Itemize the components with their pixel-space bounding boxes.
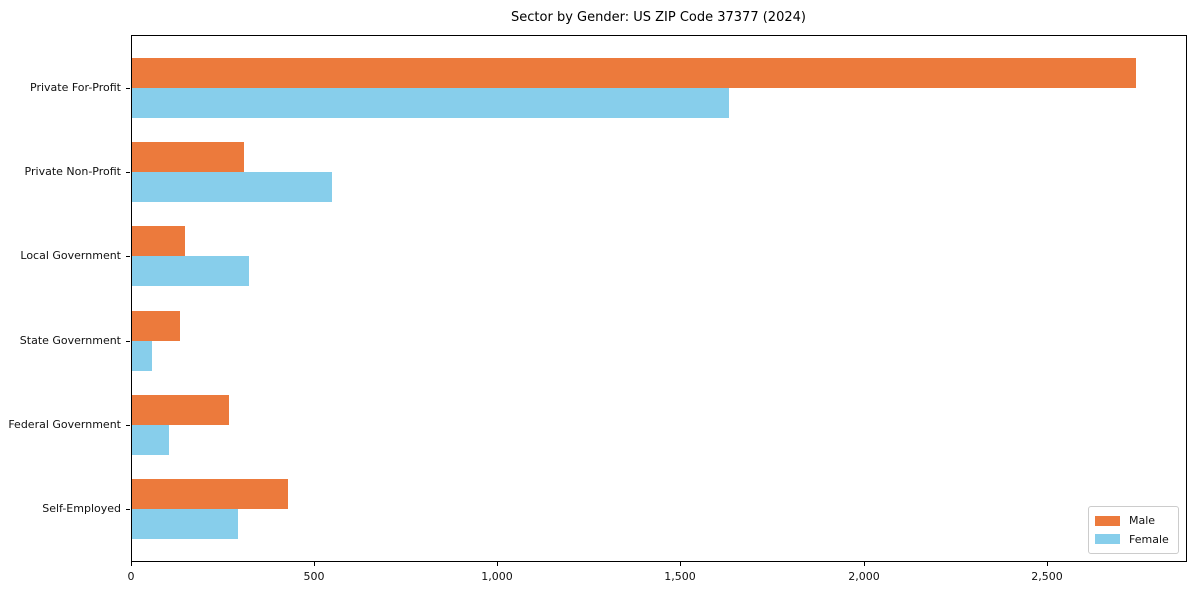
- bar-male-local-government: [132, 226, 185, 257]
- plot-area: [131, 35, 1187, 562]
- y-tick: [126, 256, 130, 258]
- bar-male-private-non-profit: [132, 142, 244, 173]
- bar-female-private-non-profit: [132, 172, 332, 203]
- x-tick: [131, 562, 132, 566]
- y-tick: [126, 340, 130, 342]
- bar-female-private-for-profit: [132, 88, 729, 118]
- x-tick-label-1500: 1,500: [664, 570, 696, 583]
- y-tick-label-self-employed: Self-Employed: [42, 502, 121, 515]
- legend: Male Female: [1088, 506, 1179, 554]
- y-tick-label-private-for-profit: Private For-Profit: [30, 81, 121, 94]
- x-tick-label-500: 500: [303, 570, 325, 583]
- y-tick-label-federal-government: Federal Government: [8, 417, 121, 431]
- bar-male-self-employed: [132, 479, 288, 509]
- bar-female-federal-government: [132, 424, 169, 455]
- x-tick: [680, 562, 681, 566]
- bar-female-self-employed: [132, 509, 238, 539]
- x-tick-label-2500: 2,500: [1031, 570, 1063, 583]
- legend-swatch-female: [1095, 534, 1120, 545]
- bar-female-local-government: [132, 256, 249, 287]
- legend-item-female: Female: [1095, 533, 1172, 546]
- x-tick: [1047, 562, 1048, 566]
- legend-label-female: Female: [1129, 532, 1169, 546]
- legend-item-male: Male: [1095, 514, 1172, 527]
- y-tick-label-local-government: Local Government: [20, 249, 121, 263]
- chart-title: Sector by Gender: US ZIP Code 37377 (202…: [511, 10, 806, 25]
- y-tick: [126, 88, 130, 89]
- bar-female-state-government: [132, 340, 152, 371]
- y-tick-label-private-non-profit: Private Non-Profit: [24, 165, 121, 179]
- y-tick: [126, 509, 130, 510]
- y-tick-label-state-government: State Government: [19, 333, 121, 347]
- x-tick: [864, 562, 865, 566]
- bar-male-federal-government: [132, 394, 229, 425]
- bar-male-private-for-profit: [132, 58, 1136, 88]
- x-tick-label-1000: 1,000: [481, 570, 513, 583]
- x-tick: [497, 562, 498, 566]
- legend-swatch-male: [1095, 515, 1120, 526]
- x-tick-label-0: 0: [127, 570, 135, 583]
- x-tick: [314, 562, 315, 566]
- y-tick: [126, 172, 130, 174]
- x-tick-label-2000: 2,000: [848, 570, 880, 583]
- y-tick: [126, 424, 130, 426]
- legend-label-male: Male: [1129, 514, 1156, 528]
- bar-male-state-government: [132, 310, 180, 341]
